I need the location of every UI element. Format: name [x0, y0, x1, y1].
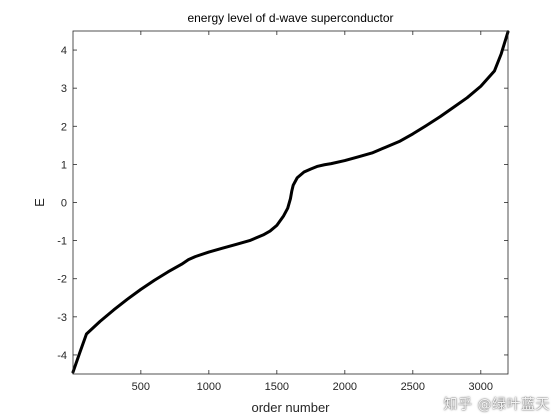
plot-frame	[72, 30, 509, 375]
y-tick-label: -4	[57, 350, 67, 362]
chart-title: energy level of d-wave superconductor	[187, 11, 393, 25]
y-axis-label: E	[32, 198, 47, 207]
x-tick-label: 3000	[469, 381, 493, 393]
y-tick-label: 4	[61, 45, 67, 57]
ticks-layer: 500 1000 1500 2000 2500 3000 -4 -3 -2 -1 0 1 2 3 4	[57, 31, 508, 393]
series-layer	[71, 30, 510, 374]
y-tick-label: -1	[57, 236, 67, 248]
x-tick-label: 2500	[401, 381, 425, 393]
y-tick-label: -2	[57, 274, 67, 286]
x-tick-label: 500	[132, 381, 150, 393]
y-tick-label: 2	[61, 121, 67, 133]
y-tick-label: -3	[57, 312, 67, 324]
x-tick-label: 1500	[265, 381, 289, 393]
y-tick-label: 3	[61, 83, 67, 95]
x-axis-label: order number	[251, 400, 330, 415]
energy-level-line	[71, 30, 510, 374]
y-tick-label: 0	[61, 198, 67, 210]
x-tick-label: 1000	[197, 381, 221, 393]
x-tick-label: 2000	[333, 381, 357, 393]
watermark: 知乎 @绿叶蓝天	[443, 397, 550, 413]
y-tick-label: 1	[61, 159, 67, 171]
